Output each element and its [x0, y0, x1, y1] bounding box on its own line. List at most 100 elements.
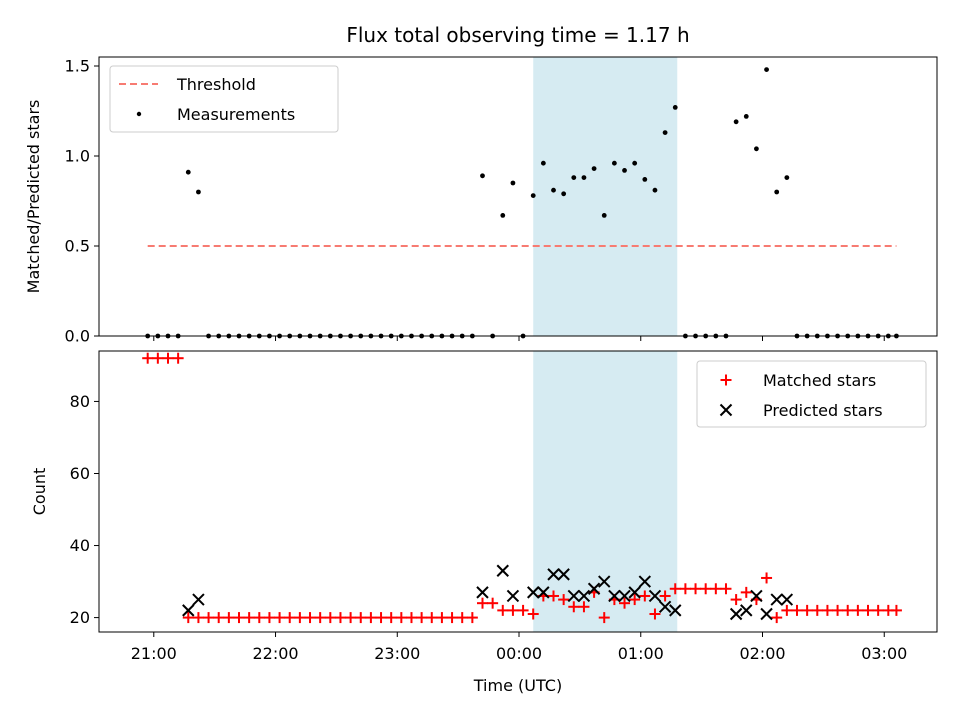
predicted-star-point — [598, 575, 611, 588]
legend-threshold-label: Threshold — [176, 75, 256, 94]
matched-star-point — [700, 583, 712, 595]
predicted-star-point — [760, 607, 773, 621]
top-panel: 0.0 0.5 1.0 1.5 Flux total observing time =… — [24, 23, 938, 346]
matched-star-point — [720, 583, 732, 595]
predicted-star-point — [608, 589, 621, 603]
bottom-y-ticks: 20 40 60 80 — [70, 392, 99, 627]
matched-star-point — [690, 583, 702, 595]
matched-star-point — [659, 590, 671, 602]
matched-star-point — [142, 352, 154, 364]
measurement-point — [510, 180, 516, 186]
matched-star-point — [649, 608, 661, 620]
measurement-point — [611, 160, 617, 166]
xtick-label: 00:00 — [496, 644, 542, 663]
matched-star-point — [740, 586, 752, 598]
observing-span-bottom — [533, 351, 678, 632]
matched-star-point — [761, 572, 773, 584]
measurement-point — [500, 213, 506, 218]
matched-star-point — [781, 604, 793, 616]
matched-star-point — [294, 612, 306, 624]
matched-star-point — [395, 612, 407, 624]
matched-star-point — [314, 612, 326, 624]
top-legend: Threshold Measurements — [109, 65, 339, 133]
bottom-ytick-label: 40 — [70, 536, 90, 555]
legend-matched-label: Matched stars — [763, 371, 876, 390]
matched-star-point — [639, 590, 651, 602]
x-axis-label: Time (UTC) — [473, 676, 562, 695]
xtick-label: 01:00 — [618, 644, 664, 663]
matched-star-point — [558, 594, 570, 606]
measurement-point — [540, 160, 546, 166]
predicted-star-point — [740, 604, 753, 617]
top-ytick-label: 0.0 — [65, 327, 90, 346]
measurement-point — [642, 177, 648, 182]
matched-star-point — [730, 594, 742, 606]
matched-star-point — [324, 612, 336, 624]
bottom-panel: 20 40 60 80 21:00 22:00 23:00 00:00 01:00 02:00 0… — [30, 350, 938, 695]
matched-star-point — [679, 583, 691, 595]
matched-star-point — [476, 597, 488, 609]
measurement-point — [571, 175, 577, 181]
top-data-layer — [145, 67, 899, 339]
top-y-ticks: 0.0 0.5 1.0 1.5 — [65, 57, 99, 346]
matched-star-point — [375, 612, 387, 624]
matched-star-point — [862, 604, 874, 616]
matched-star-point — [669, 583, 681, 595]
bottom-data-layer — [142, 352, 902, 624]
matched-star-point — [385, 612, 397, 624]
top-y-axis-label: Matched/Predicted stars — [24, 100, 43, 294]
xtick-label: 21:00 — [131, 644, 177, 663]
bottom-x-ticks: 21:00 22:00 23:00 00:00 01:00 02:00 03:00 — [131, 632, 907, 663]
matched-star-point — [619, 597, 631, 609]
matched-star-point — [284, 612, 296, 624]
legend-plus-marker — [720, 374, 732, 386]
measurement-point — [662, 130, 668, 136]
matched-star-point — [497, 604, 509, 616]
measurement-point — [652, 187, 658, 193]
xtick-label: 23:00 — [374, 644, 420, 663]
matched-star-point — [213, 612, 225, 624]
matched-star-point — [233, 612, 245, 624]
matched-star-point — [568, 601, 580, 613]
measurement-point — [774, 189, 780, 195]
measurement-point — [764, 67, 769, 72]
matched-star-point — [821, 604, 833, 616]
matched-star-point — [801, 604, 813, 616]
matched-star-point — [334, 612, 346, 624]
matched-star-point — [527, 608, 539, 620]
matched-star-point — [517, 604, 529, 616]
matched-star-point — [223, 612, 235, 624]
legend-matched-swatch — [720, 374, 732, 386]
measurement-point — [185, 169, 191, 175]
matched-star-point — [548, 590, 560, 602]
predicted-star-point — [496, 564, 509, 577]
measurement-point — [622, 168, 627, 173]
matched-star-point — [243, 612, 255, 624]
legend-measurements-swatch — [136, 111, 142, 117]
bottom-axes-frame — [98, 350, 938, 633]
predicted-star-point — [669, 604, 682, 617]
predicted-star-point — [547, 568, 560, 581]
matched-star-point — [263, 612, 275, 624]
matched-star-point — [436, 612, 448, 624]
predicted-star-point — [628, 586, 641, 599]
top-legend-box — [109, 65, 339, 133]
matched-star-point — [456, 612, 468, 624]
legend-x-marker — [719, 403, 733, 417]
matched-star-point — [152, 352, 164, 364]
predicted-star-point — [618, 589, 631, 603]
matched-star-point — [446, 612, 458, 624]
predicted-star-point — [780, 593, 794, 606]
top-ytick-label: 0.5 — [65, 237, 90, 256]
predicted-star-point — [750, 589, 763, 603]
matched-star-point — [811, 604, 823, 616]
matched-star-point — [710, 583, 722, 595]
measurement-point — [530, 193, 536, 199]
measurement-point — [551, 187, 556, 193]
matched-star-point — [852, 604, 864, 616]
predicted-star-point — [476, 586, 489, 599]
chart-title: Flux total observing time = 1.17 h — [346, 23, 689, 47]
bottom-legend-box — [696, 360, 927, 428]
matched-star-point — [507, 604, 519, 616]
measurement-point — [743, 114, 749, 119]
